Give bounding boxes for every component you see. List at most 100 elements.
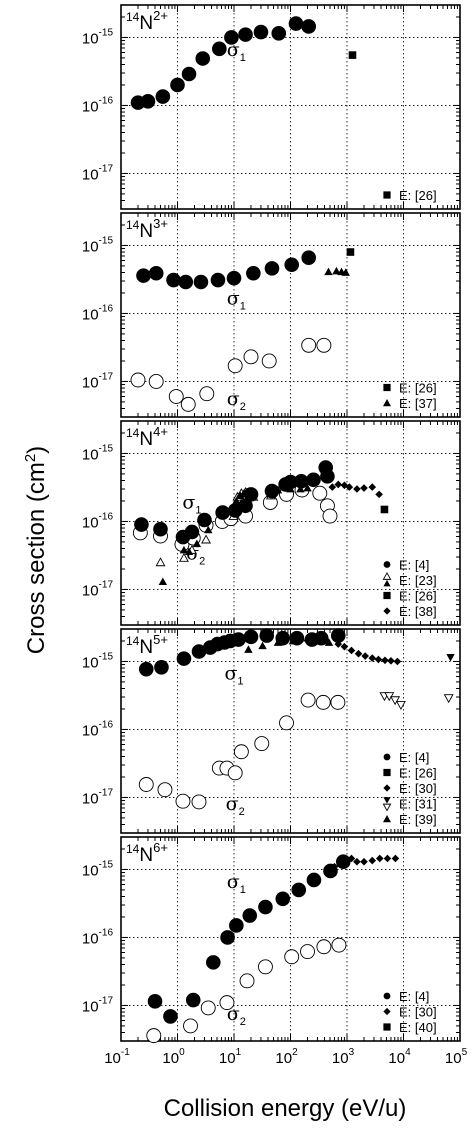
y-tick-label: 10-15 [82, 235, 114, 255]
x-tick-label-base: 10 [332, 1050, 349, 1067]
data-point [138, 661, 154, 677]
data-point [178, 552, 189, 562]
y-tick-label-exp: -17 [99, 579, 114, 590]
data-point [296, 484, 305, 493]
y-tick-label-exp: -15 [99, 27, 114, 38]
panel-label-charge: 4+ [153, 424, 168, 439]
series-big-filled-circle [134, 460, 335, 545]
y-tick-label-exp: -16 [99, 303, 114, 314]
data-point [147, 994, 163, 1009]
data-point [340, 642, 349, 651]
data-point [368, 483, 377, 491]
annotation-σ2: σ2 [227, 388, 246, 413]
plot-frame [120, 836, 461, 1042]
data-point [374, 655, 383, 664]
panel-label-element: N [139, 637, 153, 658]
annotation-subscript: 2 [199, 555, 205, 567]
y-tick-label-base: 10 [82, 30, 99, 47]
data-point [383, 399, 391, 407]
x-tick-label-base: 10 [275, 1050, 292, 1067]
data-point [368, 856, 377, 865]
data-point [324, 267, 333, 276]
y-tick-label-base: 10 [82, 166, 99, 183]
panel-label: 14N3+ [126, 216, 168, 242]
annotation-subscript: 1 [240, 301, 246, 313]
data-point [387, 657, 395, 665]
data-point [300, 944, 315, 960]
panel-label: 14N4+ [126, 424, 168, 450]
series-big-open-circle [130, 337, 332, 412]
panel-label-isotope: 14 [126, 842, 140, 856]
data-point [191, 644, 207, 659]
data-point [259, 628, 275, 643]
data-point [238, 498, 253, 514]
data-point [232, 496, 241, 505]
annotation-σ1: σ1 [227, 288, 246, 313]
panel-label-isotope: 14 [126, 426, 140, 440]
data-point [383, 753, 391, 761]
legend-label: E: [23] [399, 573, 437, 588]
series-square [348, 51, 357, 59]
plot-frame [120, 212, 461, 418]
data-point [331, 937, 347, 953]
data-point [183, 1018, 198, 1034]
y-tick-label-exp: -16 [99, 95, 114, 106]
data-point [332, 266, 341, 275]
data-point [383, 561, 391, 568]
data-point [233, 744, 249, 760]
data-point [212, 41, 227, 57]
y-tick-label-base: 10 [82, 238, 99, 255]
data-point [283, 474, 298, 490]
data-point [246, 265, 261, 281]
y-tick-label-base: 10 [82, 998, 99, 1015]
legend-label: E: [31] [399, 797, 437, 812]
data-point [393, 657, 402, 666]
annotation-symbol: σ [227, 871, 240, 893]
data-point [383, 191, 391, 199]
data-point [391, 854, 400, 863]
x-tick-label: 103 [332, 1047, 355, 1067]
data-point [184, 547, 194, 555]
y-tick-label-exp: -16 [99, 511, 114, 522]
data-point [383, 768, 391, 777]
data-point [258, 899, 273, 915]
data-point [383, 1023, 391, 1031]
y-tick-label-base: 10 [82, 722, 99, 739]
data-point [383, 815, 391, 823]
data-point [242, 908, 258, 923]
data-point [301, 19, 317, 34]
panel-label-charge: 2+ [153, 8, 168, 23]
data-point [166, 272, 181, 288]
data-point [301, 337, 317, 353]
x-tick-label-exp: 0 [179, 1047, 185, 1058]
legend-entry: E: [39] [383, 812, 437, 827]
annotation-σ1: σ1 [227, 871, 246, 896]
data-point [284, 257, 299, 273]
data-point [382, 571, 392, 580]
data-point [279, 715, 294, 731]
data-point [334, 640, 343, 648]
data-point [197, 512, 212, 528]
x-tick-label: 101 [219, 1047, 242, 1067]
data-point [261, 353, 277, 369]
annotation-subscript: 2 [239, 806, 245, 818]
data-point [155, 557, 166, 567]
data-point [226, 270, 242, 286]
y-tick-label-base: 10 [82, 582, 99, 599]
legend-label: E: [30] [399, 781, 437, 796]
legend-entry: E: [26] [383, 188, 437, 203]
data-point [301, 250, 317, 266]
x-tick-label-base: 10 [388, 1050, 405, 1067]
y-tick-label-exp: -15 [99, 235, 114, 246]
data-point [348, 51, 357, 59]
data-point [284, 949, 300, 965]
x-tick-label-exp: 5 [462, 1047, 468, 1058]
x-tick-label-base: 10 [162, 1050, 179, 1067]
data-point [291, 882, 307, 898]
data-point [176, 651, 192, 666]
y-tick-label-exp: -16 [99, 719, 114, 730]
legend-marker-pair [382, 571, 392, 587]
data-point [300, 692, 316, 708]
